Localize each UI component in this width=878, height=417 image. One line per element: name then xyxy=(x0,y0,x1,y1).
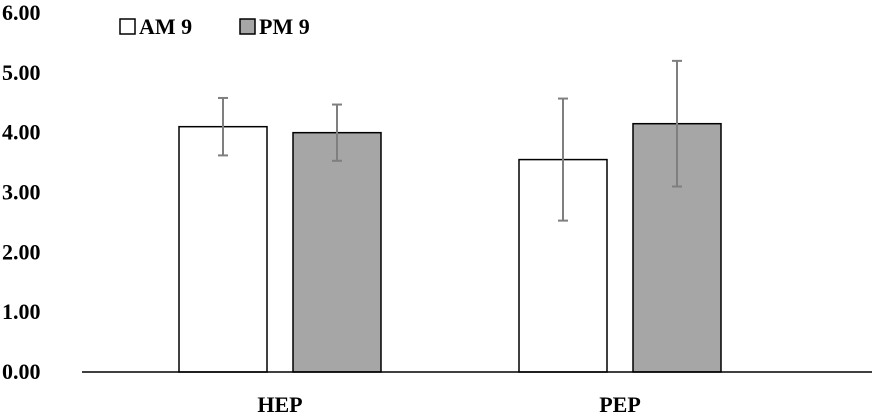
x-axis: HEP PEP xyxy=(82,371,872,417)
bar-am-9-hep xyxy=(178,125,268,373)
legend-swatch xyxy=(239,18,256,35)
legend-label: PM 9 xyxy=(259,14,310,39)
error-bar-am-9-pep xyxy=(558,97,568,222)
error-bar-pm-9-hep xyxy=(332,103,342,162)
x-category-label: HEP xyxy=(257,392,302,417)
y-tick-label: 0.00 xyxy=(2,359,41,384)
y-tick-label: 1.00 xyxy=(2,299,41,324)
y-tick-label: 3.00 xyxy=(2,180,41,205)
bars xyxy=(178,122,722,373)
error-bar-am-9-hep xyxy=(218,96,228,157)
legend-label: AM 9 xyxy=(139,14,192,39)
error-bars xyxy=(218,59,682,222)
y-tick-label: 4.00 xyxy=(2,120,41,145)
legend-item-pm-9: PM 9 xyxy=(239,14,310,39)
y-tick-label: 5.00 xyxy=(2,60,41,85)
y-tick-label: 2.00 xyxy=(2,239,41,264)
y-axis: 0.00 1.00 2.00 3.00 4.00 5.00 6.00 xyxy=(2,0,41,384)
error-bar-pm-9-pep xyxy=(672,59,682,188)
legend-swatch xyxy=(119,18,136,35)
legend-item-am-9: AM 9 xyxy=(119,14,192,39)
legend: AM 9 PM 9 xyxy=(119,14,310,39)
x-category-label: PEP xyxy=(599,392,641,417)
y-tick-label: 6.00 xyxy=(2,0,41,25)
bar-pm-9-hep xyxy=(292,131,382,373)
